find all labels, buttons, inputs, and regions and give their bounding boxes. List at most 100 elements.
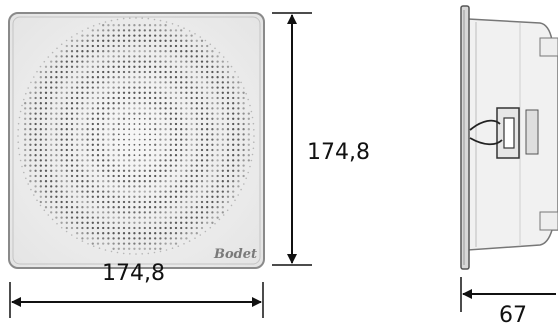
grille-dot (60, 169, 63, 172)
grille-dot (81, 237, 84, 240)
grille-dot (86, 206, 89, 209)
grille-dot (133, 164, 136, 167)
grille-dot (247, 122, 250, 126)
grille-dot (70, 133, 74, 136)
grille-dot (216, 143, 219, 146)
grille-dot (200, 44, 204, 48)
grille-dot (200, 221, 204, 224)
grille-dot (206, 164, 209, 167)
grille-edge-dot (17, 147, 20, 150)
grille-dot (117, 86, 120, 89)
grille-dot (81, 159, 84, 162)
grille-dot (86, 169, 89, 172)
grille-dot (86, 112, 89, 115)
grille-dot (159, 112, 162, 115)
grille-dot (70, 169, 74, 172)
grille-edge-dot (87, 27, 89, 30)
grille-dot (133, 159, 136, 162)
grille-dot (200, 86, 204, 89)
grille-dot (154, 180, 157, 183)
grille-dot (143, 123, 146, 125)
grille-dot (133, 226, 136, 230)
grille-dot (65, 44, 68, 48)
grille-edge-dot (147, 252, 150, 255)
grille-dot (206, 154, 209, 157)
grille-dot (112, 169, 115, 172)
grille-dot (102, 138, 105, 141)
grille-dot (70, 154, 74, 157)
grille-dot (117, 174, 120, 178)
grille-dot (149, 123, 151, 125)
grille-dot (221, 159, 224, 162)
grille-dot (107, 143, 110, 146)
grille-edge-dot (204, 39, 207, 42)
grille-dot (200, 81, 204, 84)
grille-dot (174, 195, 178, 198)
grille-dot (138, 169, 141, 172)
grille-dot (138, 180, 141, 183)
grille-dot (148, 164, 152, 167)
grille-dot (149, 128, 151, 131)
grille-dot (107, 55, 110, 58)
grille-dot (232, 138, 235, 141)
grille-dot (112, 200, 115, 204)
grille-dot (60, 185, 63, 188)
grille-dot (185, 180, 188, 183)
grille-dot (76, 39, 79, 42)
grille-dot (117, 128, 120, 131)
grille-dot (122, 96, 126, 100)
grille-dot (164, 60, 167, 63)
grille-dot (180, 112, 183, 115)
grille-dot (232, 122, 235, 126)
grille-dot (232, 180, 235, 183)
grille-dot (143, 60, 146, 63)
grille-dot (128, 226, 131, 230)
grille-dot (112, 39, 115, 42)
grille-dot (122, 247, 126, 250)
grille-dot (55, 206, 58, 209)
grille-dot (107, 180, 110, 183)
grille-dot (96, 29, 100, 32)
grille-dot (221, 86, 224, 89)
grille-dot (174, 185, 178, 188)
grille-dot (102, 91, 105, 94)
grille-dot (107, 50, 110, 53)
grille-dot (200, 211, 204, 214)
grille-dot (200, 122, 204, 126)
grille-dot (148, 159, 152, 162)
grille-dot (86, 91, 89, 94)
grille-dot (112, 55, 115, 58)
grille-dot (195, 174, 198, 178)
grille-dot (133, 107, 136, 110)
grille-dot (200, 76, 204, 79)
grille-dot (39, 86, 42, 89)
grille-dot (91, 60, 94, 63)
grille-dot (34, 143, 37, 146)
grille-dot (154, 195, 157, 198)
grille-dot (200, 112, 204, 115)
grille-dot (206, 96, 209, 100)
grille-dot (76, 143, 79, 146)
grille-dot (232, 148, 235, 152)
grille-dot (133, 76, 136, 79)
grille-dot (117, 102, 120, 105)
grille-dot (185, 148, 188, 152)
grille-dot (154, 169, 157, 172)
grille-dot (143, 102, 146, 105)
grille-dot (39, 164, 42, 167)
grille-dot (128, 81, 131, 84)
grille-dot (159, 221, 162, 224)
grille-dot (44, 117, 48, 120)
grille-dot (107, 164, 110, 167)
grille-dot (211, 174, 214, 178)
grille-dot (128, 143, 131, 146)
grille-dot (133, 247, 136, 250)
grille-dot (91, 180, 94, 183)
grille-dot (60, 206, 63, 209)
grille-edge-dot (218, 51, 221, 54)
grille-dot (164, 154, 167, 157)
grille-dot (34, 138, 37, 141)
side-bracket-top (539, 37, 558, 57)
grille-dot (122, 154, 126, 157)
grille-dot (138, 149, 141, 151)
